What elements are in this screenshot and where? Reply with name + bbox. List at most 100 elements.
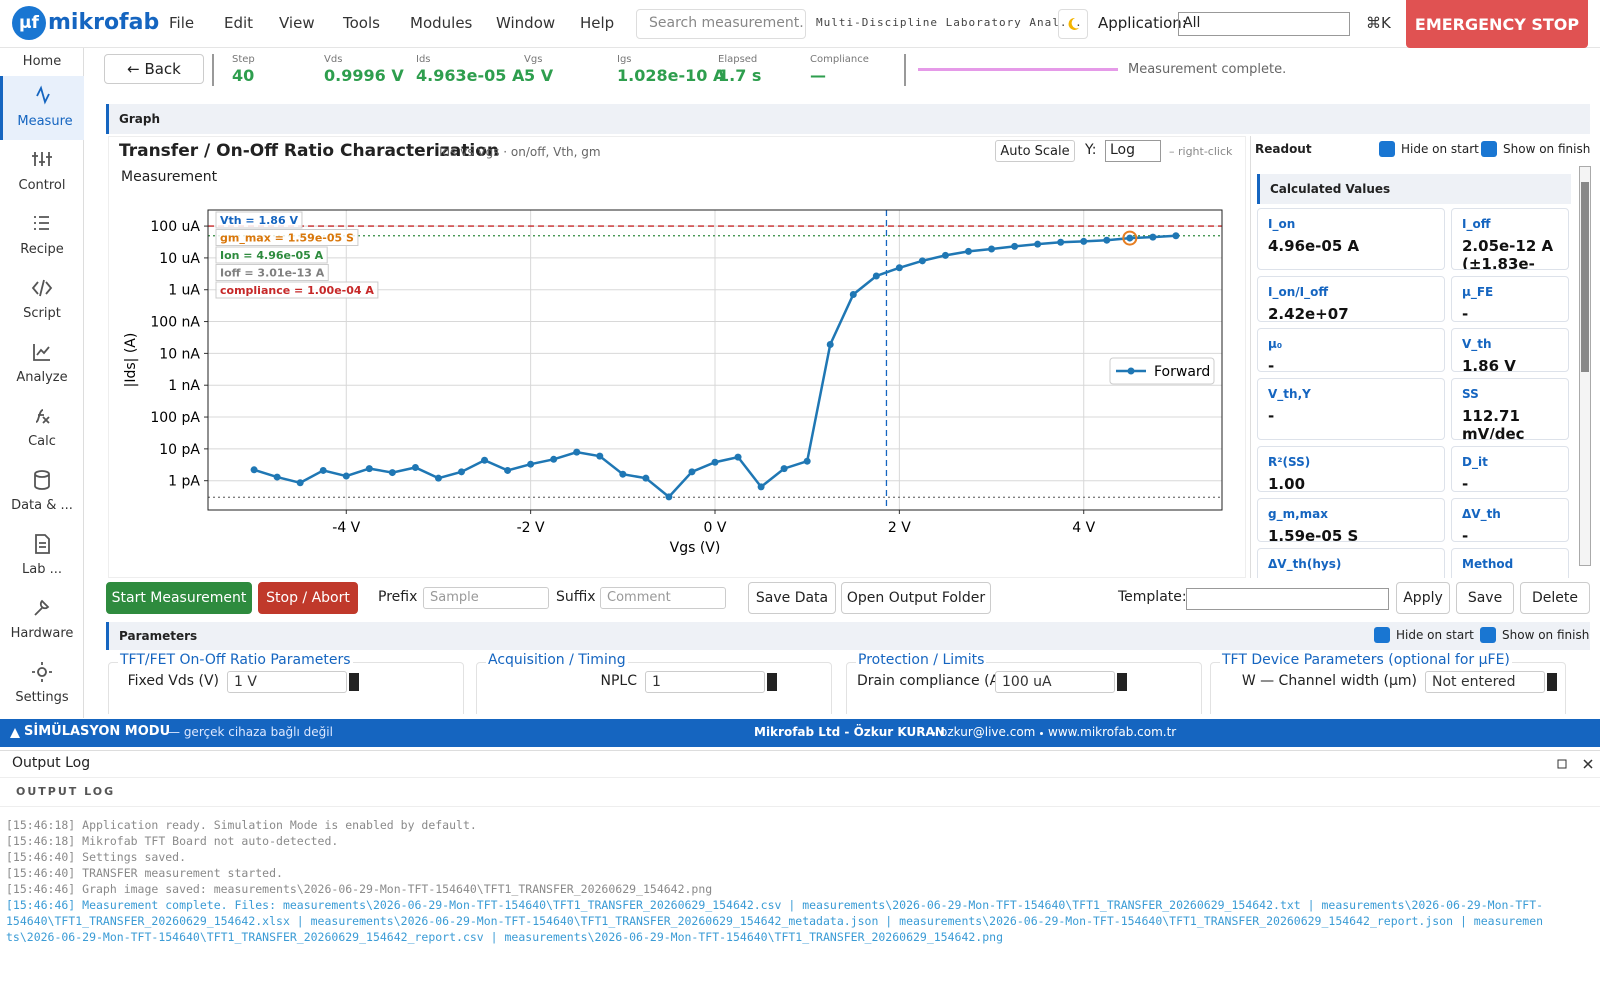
graph-section[interactable]: Graph xyxy=(106,104,1590,134)
nav-item[interactable]: Control xyxy=(0,140,84,204)
status-footer: SİMÜLASYON MODU — gerçek cihaza bağlı değ… xyxy=(0,719,1600,747)
stat-value: 0.9996 V xyxy=(324,66,404,85)
group-header[interactable]: Calculated Values xyxy=(1257,174,1571,204)
nav-label: Hardware xyxy=(10,626,74,641)
log-lines: [15:46:18] Application ready. Simulation… xyxy=(6,817,1546,945)
menu-item[interactable]: Help xyxy=(580,14,615,32)
button[interactable]: Save xyxy=(1456,582,1514,614)
readout-card: Method Linear xyxy=(1451,548,1569,578)
readout-header[interactable]: Readout xyxy=(1255,142,1312,156)
stat-value: 4.963e-05 A xyxy=(416,66,525,85)
window-controls[interactable] xyxy=(1556,757,1596,775)
checkbox[interactable]: Hide on start xyxy=(1374,627,1474,643)
spin-button xyxy=(1547,673,1557,691)
button[interactable]: Start Measurement xyxy=(106,582,252,614)
highlight-point xyxy=(1122,230,1138,246)
param-input[interactable]: 1 V xyxy=(227,671,347,693)
y-mode-select[interactable]: Log xyxy=(1105,140,1161,162)
field-label: Prefix xyxy=(378,589,418,605)
menu-item[interactable]: View xyxy=(279,14,315,32)
card-label: μ_FE xyxy=(1462,285,1494,299)
suffix-input[interactable]: Comment xyxy=(600,587,726,609)
readout-card: ΔV_th - xyxy=(1451,498,1569,542)
card-label: R²(SS) xyxy=(1268,455,1311,469)
checkbox[interactable]: Show on finish xyxy=(1480,627,1589,643)
nav-item[interactable]: Measure xyxy=(0,76,84,140)
chart-title: Transfer / On-Off Ratio Characterization xyxy=(119,141,499,161)
nav-item[interactable]: Lab ... xyxy=(0,524,84,588)
website[interactable]: www.mikrofab.com.tr xyxy=(1048,725,1177,739)
scroll-thumb xyxy=(1581,182,1589,372)
readout-card: μ₀ - xyxy=(1257,328,1445,372)
check xyxy=(1481,141,1497,157)
button[interactable]: Delete xyxy=(1520,582,1590,614)
menu-item[interactable]: Window xyxy=(496,14,556,32)
nav-item[interactable]: Settings xyxy=(0,652,84,716)
checkbox[interactable]: Show on finish xyxy=(1481,141,1590,157)
data-point xyxy=(596,452,604,460)
nav-item[interactable]: Home xyxy=(0,48,84,76)
data-point xyxy=(550,455,558,463)
button[interactable]: Open Output Folder xyxy=(841,582,991,614)
menu-item[interactable]: Modules xyxy=(410,14,473,32)
flag-icon xyxy=(10,728,20,738)
auto-scale-button[interactable]: Auto Scale xyxy=(995,140,1075,162)
nav-item[interactable]: Script xyxy=(0,268,84,332)
data-point xyxy=(642,474,650,482)
email[interactable]: ozkur@live.com xyxy=(940,725,1036,739)
application-select[interactable]: All xyxy=(1178,12,1350,36)
checkbox[interactable]: Hide on start xyxy=(1379,141,1479,157)
spin-button xyxy=(1117,673,1127,691)
param-label: Fixed Vds (V) xyxy=(127,673,219,689)
nav-icon xyxy=(33,344,50,361)
card-label: V_th xyxy=(1462,337,1492,351)
log-header-bar xyxy=(0,777,1600,807)
prefix-input[interactable]: Sample xyxy=(423,587,549,609)
param-input[interactable]: Not entered xyxy=(1425,671,1545,693)
button[interactable]: Apply xyxy=(1396,582,1450,614)
progress-line xyxy=(918,68,1118,71)
menu-bar: µf mikrofab File Edit View Tools Modules Window… xyxy=(0,0,1600,48)
theme-toggle[interactable] xyxy=(1058,9,1088,39)
card-value: - xyxy=(1462,305,1469,322)
menu-item[interactable]: Edit xyxy=(224,14,254,32)
param-label: NPLC xyxy=(600,673,638,689)
nav-icon xyxy=(36,85,50,105)
group-title: TFT/FET On-Off Ratio Parameters xyxy=(118,652,353,668)
menu-item[interactable]: File xyxy=(169,14,195,32)
button[interactable]: Stop / Abort xyxy=(258,582,358,614)
data-point xyxy=(1103,236,1111,244)
nav-item[interactable]: Data & ... xyxy=(0,460,84,524)
readout-card: g_m,max 1.59e-05 S xyxy=(1257,498,1445,542)
shortcut[interactable]: ⌘K xyxy=(1366,14,1391,32)
card-label: μ₀ xyxy=(1268,337,1283,351)
annotation-label: gm_max = 1.59e-05 S xyxy=(220,232,354,245)
annotation-label: Vth = 1.86 V xyxy=(220,214,298,227)
param-input[interactable]: 100 uA xyxy=(995,671,1115,693)
y-tick-label: 100 uA xyxy=(150,219,200,235)
parameters-header[interactable]: Parameters xyxy=(106,622,1590,650)
data-point xyxy=(573,448,581,456)
search-box[interactable]: Search measurement... xyxy=(636,9,806,39)
nav-label: Settings xyxy=(15,690,69,705)
emergency-stop[interactable]: EMERGENCY STOP xyxy=(1406,0,1588,48)
nav-label: Data & ... xyxy=(11,498,73,513)
nav-item[interactable]: Hardware xyxy=(0,588,84,652)
nav-item[interactable]: Analyze xyxy=(0,332,84,396)
window-icons[interactable] xyxy=(1556,757,1596,771)
template-select[interactable] xyxy=(1186,588,1389,610)
nav-label: Calc xyxy=(28,434,56,449)
back-button[interactable]: ← Back xyxy=(104,54,204,84)
nav-item[interactable]: Calc xyxy=(0,396,84,460)
separator xyxy=(904,54,906,86)
param-input[interactable]: 1 xyxy=(645,671,765,693)
button[interactable]: Save Data xyxy=(748,582,836,614)
stat-label: Compliance xyxy=(810,54,869,65)
check xyxy=(1480,627,1496,643)
data-point xyxy=(342,472,350,480)
card-value: 1.86 V xyxy=(1462,357,1516,372)
nav-item[interactable]: Recipe xyxy=(0,204,84,268)
stat-label: Igs xyxy=(617,54,632,65)
annotation-box xyxy=(215,211,303,229)
menu-item[interactable]: Tools xyxy=(343,14,380,32)
